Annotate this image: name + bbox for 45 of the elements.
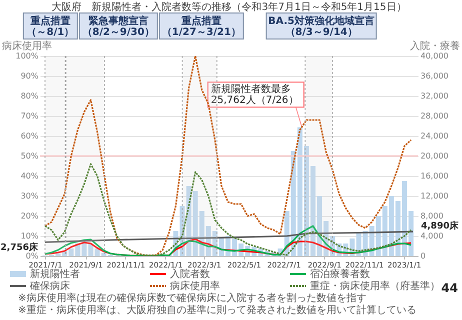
y-tick-label: 30% [20, 192, 39, 200]
data-label: 4,890床 [421, 220, 460, 232]
y-tick-label: 90% [20, 72, 39, 80]
y2-tick-label: 40,000 [420, 52, 448, 60]
y2-tick-label: 24,000 [420, 132, 448, 140]
legend-label: 宿泊療養者数 [310, 268, 370, 280]
y2-tick-label: 4,000 [420, 232, 444, 240]
data-label: 新規陽性者数最多 25,762人（7/26） [210, 83, 298, 106]
y-axis-title: 病床使用率 [2, 40, 52, 52]
line-series [44, 163, 412, 256]
line-series [44, 230, 414, 244]
legend-label: 確保病床 [29, 280, 70, 292]
band-label: 重点措置（～8/1） [26, 15, 74, 38]
y2-tick-label: 16,000 [420, 172, 448, 180]
y2-tick-label: 36,000 [420, 72, 448, 80]
y2-tick-label: 12,000 [420, 192, 448, 200]
legend-label: 入院者数 [170, 268, 210, 280]
y-tick-label: 100% [16, 52, 39, 60]
y-tick-label: 40% [20, 172, 39, 180]
y-tick-label: 10% [20, 232, 39, 240]
y-tick-label: 80% [20, 92, 39, 100]
y2-tick-label: 28,000 [420, 112, 448, 120]
text: 44 [441, 281, 458, 295]
y-tick-label: 70% [20, 112, 39, 120]
y2-tick-label: 20,000 [420, 152, 448, 160]
band-label: 重点措置（1/27～3/21） [162, 15, 241, 38]
line-series [44, 56, 412, 256]
legend-label: 病床使用率 [170, 280, 220, 292]
band-label: 緊急事態宣言（8/2～9/30） [82, 15, 154, 38]
y2-tick-label: 8,000 [420, 212, 444, 220]
y2-axis-title: 入院・療養 [410, 40, 460, 52]
text: ※病床使用率は現在の確保病床数で確保病床に入院する者を割った数値を指す [18, 292, 366, 304]
line-series [44, 225, 412, 256]
data-label: 2,756床 [0, 242, 39, 254]
legend-label: 新規陽性者 [30, 268, 80, 280]
band-label: BA.5対策強化地域宣言（8/3～9/14） [268, 15, 374, 38]
y-tick-label: 60% [20, 132, 39, 140]
chart-title: 大阪府 新規陽性者・入院者数等の推移（令和3年7月1日～令和5年1月15日） [52, 1, 406, 13]
legend-label: 重症・病床使用率（府基準） [310, 280, 440, 292]
y-tick-label: 0% [26, 252, 39, 260]
y2-tick-label: 32,000 [420, 92, 448, 100]
text: ※重症・病床使用率は、大阪府独自の基準に則って発表された数値を用いて計算している [18, 304, 416, 316]
y-tick-label: 50% [20, 152, 39, 160]
y-tick-label: 20% [20, 212, 39, 220]
y2-tick-label: 0 [420, 252, 426, 260]
